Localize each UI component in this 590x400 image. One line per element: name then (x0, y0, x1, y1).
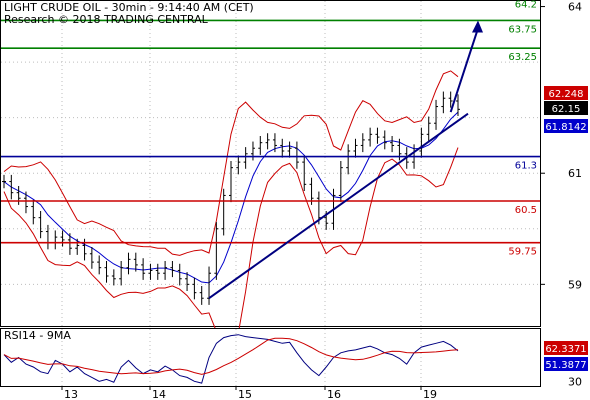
price-tag-label: 62.15 (552, 104, 581, 115)
level-label-60-5: 60.5 (515, 205, 537, 216)
rsi-tag-box (544, 341, 588, 355)
rsi-tag-label: 62.3371 (545, 344, 586, 355)
x-tick-label: 15 (238, 388, 252, 400)
rsi-panel: RSI14 - 9MA (0, 328, 541, 387)
price-tag-box (544, 101, 588, 115)
price-tag-label: 62.248 (549, 89, 584, 100)
main-panel-frame (0, 0, 541, 327)
rsi-tag-box (544, 357, 588, 371)
x-axis: 13 14 15 16 19 (0, 386, 541, 400)
x-tick-label: 14 (152, 388, 166, 400)
price-tag-box (544, 119, 588, 133)
level-label-63-25: 63.25 (508, 52, 537, 63)
main-panel: 64.2 63.75 63.25 61.3 60.5 59.75 LIGHT CRUDE … (0, 0, 541, 352)
level-label-61-3: 61.3 (515, 161, 537, 172)
rsi-title: RSI14 - 9MA (4, 329, 71, 342)
level-label-63-75: 63.75 (508, 24, 537, 35)
rsi-tag-label: 51.3877 (545, 360, 586, 371)
trend-annotations (208, 20, 483, 300)
rsi-grid (61, 329, 422, 386)
y-axis: 64 61 59 30 (540, 1, 582, 388)
level-lines: 64.2 63.75 63.25 61.3 60.5 59.75 (1, 0, 540, 258)
upper-band-line (3, 70, 459, 256)
rsi-panel-frame (0, 328, 541, 387)
chart-title: LIGHT CRUDE OIL - 30min - 9:14:40 AM (CE… (4, 1, 254, 14)
level-label-64-2: 64.2 (515, 0, 537, 10)
x-tick-label: 19 (423, 388, 437, 400)
forecast-arrow-shaft (449, 28, 479, 113)
price-tags: 62.248 62.15 61.8142 62.3371 51.3877 (544, 86, 588, 371)
chart-subtitle: Research © 2018 TRADING CENTRAL (4, 13, 209, 26)
x-tick-label: 16 (327, 388, 341, 400)
rsi-ma-line (3, 337, 459, 375)
rsi-line (3, 334, 459, 384)
price-tag-label: 61.8142 (545, 122, 586, 133)
price-tag-box (544, 86, 588, 100)
forecast-arrow-head (472, 20, 483, 33)
y-tick-label: 61 (568, 167, 582, 180)
level-label-59-75: 59.75 (508, 247, 537, 258)
rsi-y-tick-label: 30 (568, 375, 582, 388)
y-tick-label: 64 (568, 1, 582, 14)
y-tick-label: 59 (568, 278, 582, 291)
trend-line (208, 112, 469, 300)
rsi-lines (3, 334, 459, 384)
x-tick-label: 13 (64, 388, 78, 400)
